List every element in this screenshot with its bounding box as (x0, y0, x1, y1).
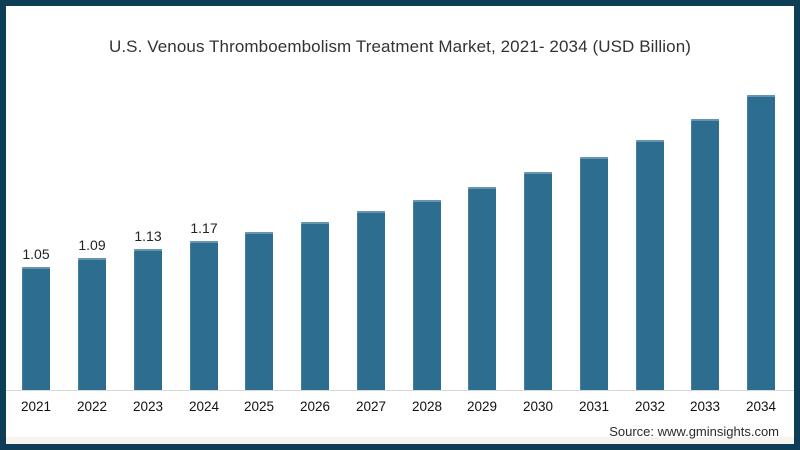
bar-2025 (245, 232, 273, 390)
bar-2021 (22, 267, 50, 390)
bar-2030 (524, 172, 552, 390)
bar-2027 (357, 211, 385, 390)
bar-2023 (134, 249, 162, 390)
x-axis-label-2028: 2028 (411, 399, 443, 414)
x-axis-line (6, 390, 794, 391)
x-axis-label-2026: 2026 (299, 399, 331, 414)
x-axis-label-2022: 2022 (76, 399, 108, 414)
bar-2029 (468, 187, 496, 390)
x-axis-label-2024: 2024 (188, 399, 220, 414)
bar-value-label-2021: 1.05 (22, 246, 50, 262)
source-credit: Source: www.gminsights.com (609, 424, 779, 439)
x-axis-label-2031: 2031 (578, 399, 610, 414)
bar-2032 (636, 140, 664, 390)
chart-title: U.S. Venous Thromboembolism Treatment Ma… (108, 37, 692, 56)
bar-2028 (413, 200, 441, 390)
x-axis-label-2027: 2027 (355, 399, 387, 414)
x-axis-label-2029: 2029 (466, 399, 498, 414)
bar-2024 (190, 241, 218, 390)
bar-2022 (78, 258, 106, 390)
bar-2031 (580, 157, 608, 390)
x-axis-label-2025: 2025 (243, 399, 275, 414)
bar-chart: 1.05 2021 1.09 2022 1.13 2023 1.17 2024 2025 2026… (6, 6, 794, 444)
x-axis-label-2034: 2034 (745, 399, 777, 414)
bar-value-label-2022: 1.09 (78, 237, 106, 253)
x-axis-label-2032: 2032 (634, 399, 666, 414)
bar-2026 (301, 222, 329, 390)
bar-2034 (747, 95, 775, 390)
x-axis-label-2030: 2030 (522, 399, 554, 414)
x-axis-label-2033: 2033 (689, 399, 721, 414)
x-axis-label-2023: 2023 (132, 399, 164, 414)
bar-value-label-2023: 1.13 (134, 228, 162, 244)
bar-2033 (691, 119, 719, 390)
footer-strip (6, 437, 794, 444)
bar-value-label-2024: 1.17 (190, 220, 218, 236)
x-axis-label-2021: 2021 (20, 399, 52, 414)
